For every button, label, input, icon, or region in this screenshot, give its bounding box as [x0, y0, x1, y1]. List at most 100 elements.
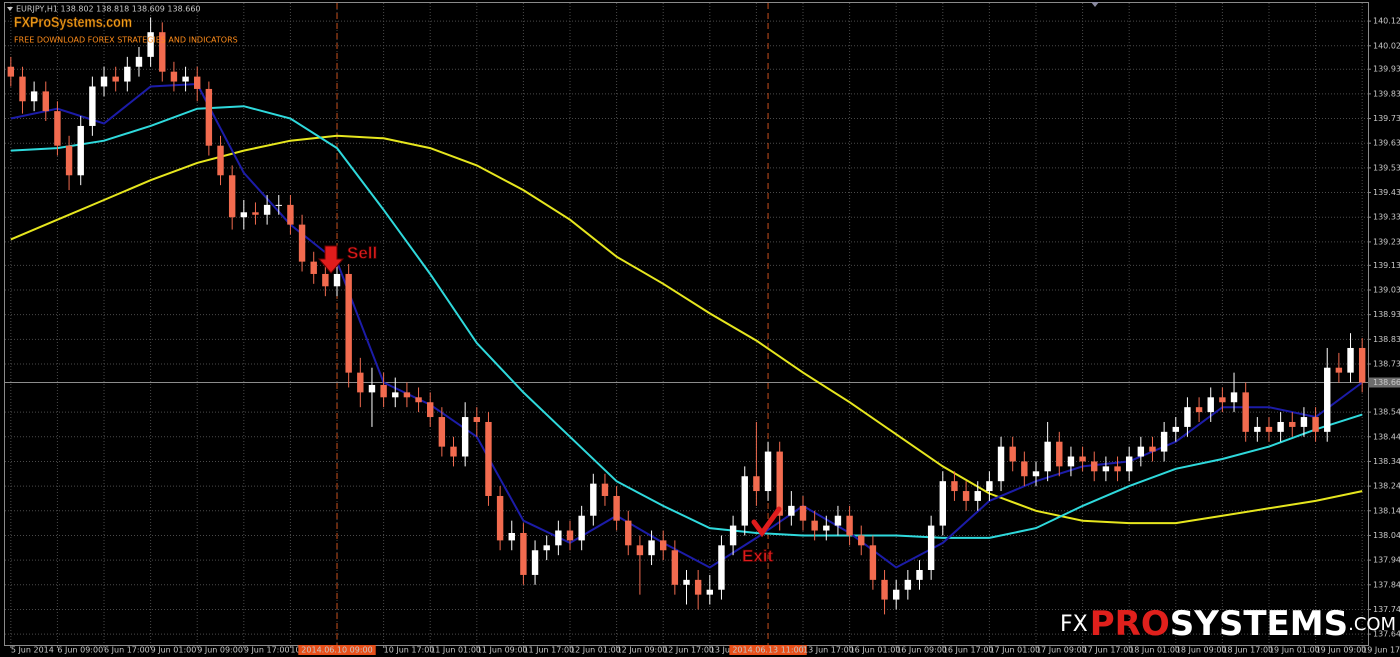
- y-tick-label: 138.240: [1373, 482, 1400, 491]
- candle-body: [1137, 446, 1145, 457]
- candle-body: [1242, 392, 1249, 432]
- y-tick-label: 139.230: [1373, 237, 1400, 246]
- candle-body: [741, 476, 748, 526]
- candle-body: [147, 32, 154, 57]
- candle-body: [438, 417, 446, 447]
- candle-body: [275, 204, 282, 206]
- axes: 140.125 140.025 139.930 139.830 139.730 139.6…: [10, 17, 1400, 655]
- candle-body: [322, 273, 329, 287]
- candle-body: [287, 204, 294, 225]
- x-tick-label: 12 Jun 17:00: [663, 646, 714, 655]
- y-tick-label: 139.730: [1373, 114, 1400, 123]
- candle-body: [613, 495, 620, 521]
- candle-body: [951, 481, 958, 492]
- x-tick-highlight: [729, 645, 807, 655]
- candle-body: [881, 579, 888, 600]
- y-tick-label: 138.540: [1373, 408, 1400, 417]
- candle-body: [997, 446, 1005, 482]
- moving-averages: [10, 82, 1363, 569]
- x-tick-label: 17 Jun 17:00: [1083, 646, 1134, 655]
- candle-body: [415, 397, 422, 403]
- candle-body: [194, 76, 201, 89]
- candle-body: [1160, 431, 1168, 452]
- candle-body: [89, 86, 96, 126]
- candle-body: [345, 273, 352, 373]
- candle-body: [648, 540, 655, 556]
- sell-arrow: [317, 245, 345, 274]
- candle-body: [380, 384, 387, 398]
- candle-body: [170, 71, 178, 82]
- x-tick-label: 17 Jun 01:00: [989, 646, 1040, 655]
- y-tick-label: 139.630: [1373, 139, 1400, 148]
- candle-body: [1125, 456, 1133, 472]
- candle-body: [1277, 421, 1284, 432]
- logo-prefix: FX: [1060, 612, 1088, 637]
- x-tick-label: 2014.06.13 11:00: [732, 646, 803, 655]
- candle-body: [368, 384, 376, 393]
- symbol-header: EURJPY,H1 138.802 138.818 138.609 138.66…: [16, 5, 201, 14]
- x-tick-label: 12 Jun 09:00: [617, 646, 668, 655]
- candle-body: [392, 392, 399, 398]
- candle-body: [450, 446, 457, 457]
- sell-label: Sell: [347, 243, 377, 262]
- y-tick-label: 138.935: [1373, 310, 1400, 319]
- candle-body: [357, 372, 364, 393]
- candle-body: [1300, 417, 1308, 427]
- candle-body: [77, 125, 84, 176]
- x-tick-label: 9 Jun 09:00: [197, 646, 243, 655]
- y-tick-label: 139.035: [1373, 285, 1400, 294]
- watermark-title: FXProSystems.com: [14, 14, 132, 31]
- exit-label: Exit: [742, 546, 774, 565]
- logo-suffix: .COM: [1348, 614, 1396, 635]
- candle-body: [54, 111, 61, 146]
- plot-frame: [4, 2, 1369, 646]
- candle-body: [1207, 397, 1214, 413]
- candle-body: [799, 505, 807, 521]
- candle-body: [310, 261, 317, 274]
- candle-body: [1044, 441, 1051, 472]
- candle-body: [846, 515, 853, 536]
- candle-body: [205, 88, 213, 146]
- x-tick-label: 10 Jun 17:00: [384, 646, 435, 655]
- y-tick-label: 139.530: [1373, 163, 1400, 172]
- x-tick-label: 13 Jun 01: [710, 646, 748, 655]
- candle-body: [1149, 446, 1156, 452]
- logo-main: SYSTEMS: [1170, 604, 1348, 644]
- grid: [5, 3, 1368, 645]
- x-tick-label: 18 Jun 09:00: [1176, 646, 1227, 655]
- candle-body: [485, 421, 492, 496]
- candle-body: [671, 550, 679, 585]
- candle-body: [1195, 407, 1203, 413]
- candle-body: [1254, 426, 1261, 432]
- y-tick-label: 138.440: [1373, 432, 1400, 441]
- logo: FXPROSYSTEMS.COM: [1060, 604, 1396, 644]
- candle-body: [834, 515, 842, 526]
- y-tick-label: 137.740: [1373, 605, 1400, 614]
- candle-body: [473, 417, 481, 422]
- x-tick-label: 11 Jun 09:00: [477, 646, 528, 655]
- logo-accent: PRO: [1090, 604, 1170, 644]
- candle-body: [1021, 461, 1028, 477]
- candle-body: [298, 224, 306, 262]
- y-tick-label: 139.830: [1373, 89, 1400, 98]
- candle-body: [100, 76, 108, 87]
- candle-body: [65, 145, 73, 176]
- candle-body: [427, 402, 434, 418]
- y-tick-label: 137.940: [1373, 556, 1400, 565]
- candle-body: [1230, 392, 1238, 403]
- candle-body: [1324, 367, 1331, 432]
- candle-body: [962, 491, 970, 501]
- y-tick-label: 138.835: [1373, 335, 1400, 344]
- symbol-marker: [7, 7, 13, 11]
- x-tick-label: 13 Jun 17:00: [803, 646, 854, 655]
- x-tick-label: 12 Jun 01:00: [570, 646, 621, 655]
- candle-body: [636, 545, 644, 556]
- candle-body: [1102, 466, 1110, 472]
- candles: [7, 17, 1366, 615]
- candle-body: [1312, 417, 1319, 432]
- y-tick-label: 137.640: [1373, 630, 1400, 639]
- candle-body: [1219, 397, 1226, 403]
- candle-body: [1114, 466, 1121, 472]
- y-tick-label: 139.430: [1373, 188, 1400, 197]
